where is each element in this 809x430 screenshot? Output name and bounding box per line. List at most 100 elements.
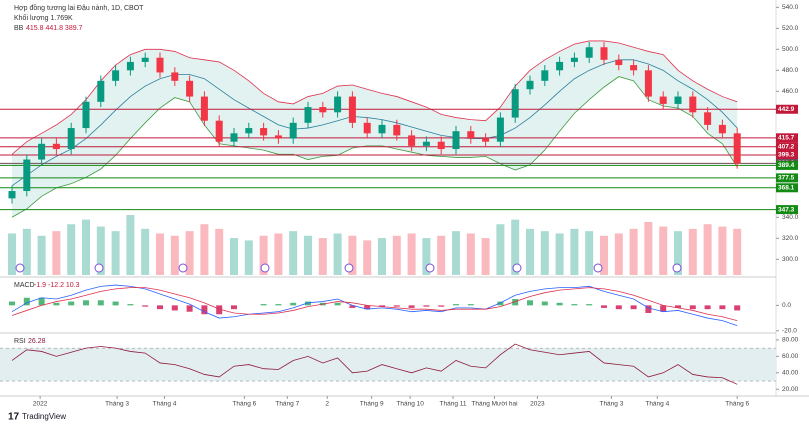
- volume-bar: [614, 233, 623, 275]
- macd-hist: [408, 305, 415, 308]
- candle-body: [482, 138, 490, 142]
- macd-hist: [68, 301, 75, 306]
- level-label-bg: [776, 133, 798, 143]
- candle-body: [230, 133, 238, 142]
- candle-body: [378, 124, 386, 134]
- rsi-value: 26.28: [28, 338, 46, 345]
- volume-bar: [52, 231, 61, 275]
- y-tick-label: 500.0: [782, 46, 799, 53]
- candle-body: [718, 124, 726, 134]
- volume-bar: [511, 219, 520, 275]
- volume-bar: [22, 228, 31, 275]
- volume-bar: [674, 231, 682, 275]
- level-label: 377.5: [778, 175, 795, 182]
- candle-body: [200, 96, 208, 121]
- candle-body: [52, 143, 60, 150]
- branding: TradingView: [22, 412, 66, 421]
- volume-bar: [703, 224, 712, 275]
- y-tick-label: 300.0: [782, 256, 799, 263]
- volume-bar: [363, 240, 372, 275]
- event-icon: [593, 263, 603, 273]
- y-tick-label: 460.0: [782, 88, 799, 95]
- candle-body: [526, 80, 534, 90]
- volume-bar: [437, 235, 446, 275]
- macd-hist: [38, 297, 45, 306]
- volume-bar: [215, 228, 224, 275]
- macd-hist: [231, 305, 237, 310]
- candle-body: [334, 96, 342, 113]
- volume-bar: [244, 240, 253, 275]
- candle-body: [112, 70, 120, 81]
- macd-hist: [675, 305, 681, 308]
- macd-hist: [23, 297, 30, 306]
- candle-body: [585, 47, 593, 58]
- macd-hist: [497, 301, 504, 306]
- candle-body: [422, 141, 430, 146]
- event-icon: [260, 263, 270, 273]
- candle-body: [615, 59, 623, 66]
- volume-bar: [318, 238, 327, 275]
- candle-body: [674, 96, 682, 104]
- volume-bar: [333, 233, 342, 275]
- macd-hist: [201, 305, 208, 315]
- level-label-bg: [776, 160, 798, 170]
- candle-body: [141, 57, 149, 62]
- event-icon: [672, 263, 682, 273]
- macd-hist: [83, 300, 89, 306]
- level-label: 347.3: [778, 206, 795, 213]
- volume-bar: [96, 226, 105, 275]
- rsi-line: [11, 343, 738, 385]
- bb-values: 415.8 441.8 389.7: [26, 25, 83, 32]
- level-label-bg: [776, 142, 798, 152]
- macd-hist: [171, 305, 178, 311]
- volume-bar: [185, 231, 194, 275]
- volume-bar: [8, 233, 16, 275]
- volume-bar: [600, 235, 608, 275]
- candle-body: [8, 191, 16, 199]
- y-tick-label: -20.0: [782, 327, 797, 334]
- macd-hist: [423, 305, 430, 307]
- macd-line: [11, 284, 738, 327]
- bb-fill: [12, 40, 738, 218]
- macd-label: MACD: [14, 282, 35, 289]
- macd-hist: [541, 301, 548, 306]
- y-tick-label: 60.00: [782, 353, 799, 360]
- level-label-bg: [776, 150, 798, 160]
- y-tick-label: 80.00: [782, 337, 799, 344]
- macd-hist: [127, 304, 134, 306]
- volume-bar: [481, 238, 490, 275]
- macd-hist: [53, 302, 60, 306]
- x-tick-label: Tháng Mười hai: [471, 401, 517, 408]
- macd-hist: [645, 305, 652, 313]
- candle-body: [319, 107, 327, 113]
- candle-body: [733, 133, 741, 164]
- macd-hist: [630, 305, 637, 310]
- macd-hist: [660, 305, 667, 312]
- bb-lower: [11, 76, 738, 218]
- candle-body: [496, 117, 504, 142]
- volume-label: Khối lượng 1.769K: [14, 13, 73, 22]
- volume-bar: [170, 235, 179, 275]
- macd-hist: [364, 305, 371, 310]
- candle-body: [363, 122, 371, 134]
- candle-body: [82, 101, 90, 129]
- volume-bar: [496, 224, 505, 275]
- volume-bar: [392, 235, 401, 275]
- y-tick-label: 320.0: [782, 235, 799, 242]
- volume-bar: [540, 231, 549, 275]
- y-tick-label: 520.0: [782, 25, 799, 32]
- macd-hist: [734, 305, 741, 311]
- macd-hist: [438, 305, 445, 307]
- candle-body: [126, 61, 134, 71]
- rsi-label: RSI: [14, 338, 26, 345]
- macd-hist: [467, 304, 474, 306]
- event-icon: [178, 263, 188, 273]
- volume-bar: [629, 228, 638, 275]
- level-label-bg: [776, 205, 798, 215]
- level-label-bg: [776, 183, 798, 193]
- candle-body: [630, 65, 638, 71]
- volume-bar: [585, 231, 594, 275]
- candle-body: [304, 107, 312, 123]
- x-tick-label: 2023: [530, 401, 545, 408]
